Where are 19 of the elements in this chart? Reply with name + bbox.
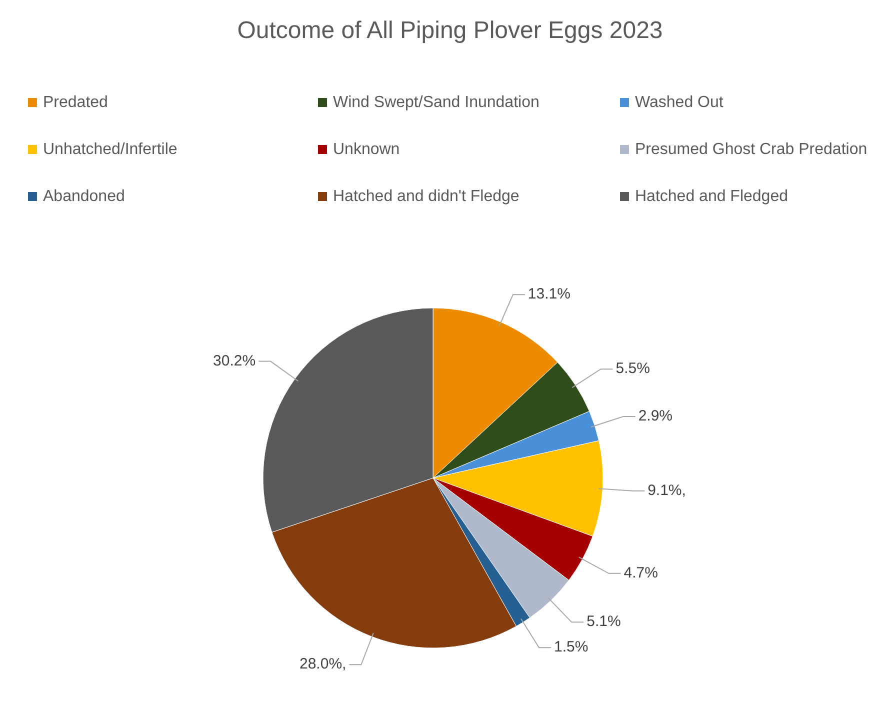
data-label: 30.2% xyxy=(213,352,256,370)
legend-label: Hatched and Fledged xyxy=(635,188,788,206)
data-label: 9.1%, xyxy=(648,482,686,499)
data-label: 13.1% xyxy=(528,286,570,303)
data-label: 5.1% xyxy=(586,613,621,630)
legend-label: Abandoned xyxy=(43,188,125,206)
data-label: 5.5% xyxy=(616,360,650,378)
chart-title: Outcome of All Piping Plover Eggs 2023 xyxy=(237,17,663,44)
legend-label: Wind Swept/Sand Inundation xyxy=(333,94,540,112)
data-label: 1.5% xyxy=(554,638,588,656)
data-label: 4.7% xyxy=(624,564,658,582)
legend-label: Unknown xyxy=(333,141,400,158)
legend-label: Presumed Ghost Crab Predation xyxy=(635,141,868,158)
legend-label: Unhatched/Infertile xyxy=(43,141,178,158)
legend-label: Hatched and didn't Fledge xyxy=(333,188,520,206)
data-label: 28.0%, xyxy=(299,656,346,673)
data-label: 2.9% xyxy=(638,408,673,425)
legend-label: Washed Out xyxy=(635,94,724,112)
legend-label: Predated xyxy=(43,94,108,112)
